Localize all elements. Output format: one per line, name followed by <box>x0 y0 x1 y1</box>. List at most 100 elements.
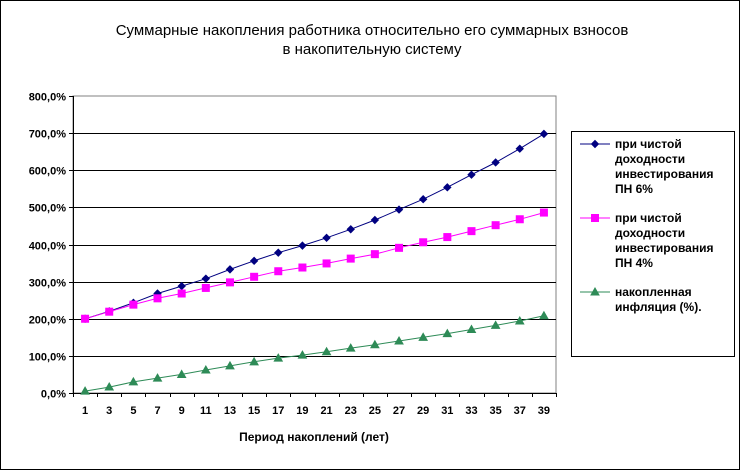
data-point <box>153 294 162 303</box>
data-point <box>250 272 259 281</box>
data-point <box>297 350 308 359</box>
data-point <box>298 263 307 272</box>
y-tick-label: 200,0% <box>29 315 67 327</box>
data-point <box>442 328 453 338</box>
data-point <box>225 360 235 370</box>
x-tick-label: 15 <box>248 405 260 417</box>
x-tick-label: 11 <box>200 405 212 417</box>
series-3 <box>80 310 549 395</box>
data-point <box>249 356 259 366</box>
data-point <box>418 332 429 341</box>
x-tick-label: 37 <box>514 405 526 417</box>
data-point <box>345 343 356 352</box>
x-axis-ticks: 1 3 5 7 9 11 13 15 17 19 21 23 25 27 29 31 33 35 37 39 <box>73 393 557 417</box>
data-point <box>490 320 501 329</box>
data-point <box>394 205 404 214</box>
data-point <box>81 314 90 323</box>
data-point <box>128 376 139 386</box>
data-point <box>322 233 331 243</box>
y-tick-label: 800,0% <box>29 92 67 104</box>
x-tick-label: 25 <box>369 405 381 417</box>
data-point <box>104 382 115 391</box>
legend-label: при чистой <box>615 137 682 151</box>
legend-label: при чистой <box>615 211 682 225</box>
x-tick-label: 39 <box>538 405 550 417</box>
data-point <box>274 248 283 257</box>
x-tick-label: 19 <box>296 405 308 417</box>
data-point <box>152 373 163 382</box>
data-point <box>466 324 477 334</box>
data-point <box>273 353 284 362</box>
y-tick-label: 0,0% <box>41 389 66 401</box>
data-point <box>515 144 524 153</box>
y-tick-label: 300,0% <box>29 278 67 290</box>
data-point <box>590 286 600 296</box>
x-tick-label: 33 <box>465 405 477 417</box>
data-point <box>201 274 211 283</box>
data-point <box>200 364 211 374</box>
data-point <box>274 267 283 276</box>
y-tick-label: 500,0% <box>29 203 67 215</box>
legend-label: доходности <box>615 152 685 166</box>
y-tick-label: 400,0% <box>29 241 67 253</box>
series-line <box>85 315 545 392</box>
data-point <box>515 215 524 224</box>
series-2 <box>81 208 548 323</box>
x-axis-label: Период накоплений (лет) <box>239 430 389 444</box>
data-point <box>346 254 355 263</box>
x-tick-label: 35 <box>490 405 502 417</box>
data-point <box>395 243 404 252</box>
data-point <box>590 139 600 149</box>
legend-label: ПН 6% <box>615 182 653 196</box>
data-point <box>177 289 186 298</box>
data-point <box>591 214 599 222</box>
data-point <box>80 386 90 395</box>
y-tick-label: 100,0% <box>29 352 67 364</box>
data-point <box>370 250 379 259</box>
series-line <box>84 133 545 320</box>
data-point <box>370 339 380 349</box>
data-point <box>539 129 549 139</box>
data-point <box>539 208 548 217</box>
x-tick-label: 3 <box>106 405 112 417</box>
data-point <box>419 238 428 247</box>
x-tick-label: 31 <box>441 405 453 417</box>
legend-label: ПН 4% <box>615 256 653 270</box>
data-point <box>443 183 452 192</box>
data-point <box>322 259 331 268</box>
chart-title-line-2: в накопительную систему <box>282 41 462 58</box>
data-point <box>539 310 549 320</box>
legend-label: накопленная <box>615 285 692 299</box>
x-tick-label: 17 <box>272 405 284 417</box>
x-tick-label: 23 <box>345 405 357 417</box>
data-point <box>467 227 476 236</box>
data-point <box>129 300 138 309</box>
data-point <box>298 241 307 250</box>
data-point <box>105 307 114 316</box>
grid-lines <box>73 96 556 394</box>
data-point <box>418 195 428 204</box>
x-tick-label: 21 <box>320 405 332 417</box>
data-point <box>394 336 404 345</box>
data-point <box>514 315 525 325</box>
x-tick-label: 27 <box>393 405 405 417</box>
chart-title-line-1: Суммарные накопления работника относител… <box>116 22 629 39</box>
x-tick-label: 5 <box>130 405 136 417</box>
data-point <box>491 158 500 167</box>
legend-label: инвестирования <box>615 167 713 181</box>
data-point <box>370 215 380 225</box>
legend-box <box>571 131 735 357</box>
x-tick-label: 13 <box>224 405 236 417</box>
data-point <box>176 369 187 378</box>
y-tick-label: 700,0% <box>29 129 67 141</box>
legend-label: доходности <box>615 226 685 240</box>
x-tick-label: 1 <box>82 405 88 417</box>
x-tick-label: 29 <box>417 405 429 417</box>
y-axis-ticks: 0,0% 100,0% 200,0% 300,0% 400,0% 500,0% 600,0%… <box>29 92 73 401</box>
y-tick-label: 600,0% <box>29 166 67 178</box>
